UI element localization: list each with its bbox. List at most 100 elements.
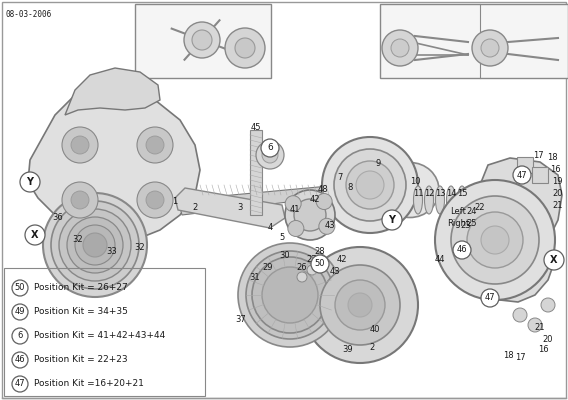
Text: 19: 19 (552, 178, 562, 186)
Ellipse shape (446, 186, 456, 214)
Ellipse shape (424, 186, 433, 214)
Text: Position Kit =16+20+21: Position Kit =16+20+21 (34, 380, 144, 388)
Circle shape (435, 180, 555, 300)
Text: 46: 46 (457, 246, 467, 254)
Circle shape (238, 243, 342, 347)
Circle shape (252, 257, 328, 333)
Text: 45: 45 (250, 122, 261, 132)
Circle shape (382, 30, 418, 66)
Circle shape (320, 265, 400, 345)
Circle shape (316, 194, 332, 210)
Text: 13: 13 (435, 188, 445, 198)
Circle shape (256, 141, 284, 169)
Text: 08-03-2006: 08-03-2006 (6, 10, 52, 19)
Circle shape (346, 161, 394, 209)
Text: 31: 31 (250, 274, 260, 282)
Text: 32: 32 (135, 244, 145, 252)
Circle shape (12, 280, 28, 296)
Text: 18: 18 (546, 152, 557, 162)
Bar (380, 4, 568, 78)
Circle shape (67, 217, 123, 273)
Circle shape (43, 193, 147, 297)
Circle shape (307, 265, 317, 275)
Circle shape (137, 127, 173, 163)
Circle shape (285, 196, 301, 212)
Text: 6: 6 (17, 332, 23, 340)
Circle shape (356, 171, 384, 199)
Circle shape (453, 241, 471, 259)
Text: 50: 50 (15, 284, 25, 292)
Circle shape (192, 30, 212, 50)
Text: 10: 10 (410, 178, 420, 186)
Circle shape (285, 190, 335, 240)
Polygon shape (175, 188, 285, 228)
Text: 43: 43 (325, 220, 335, 230)
Text: 30: 30 (279, 250, 290, 260)
Text: Right: Right (447, 220, 469, 228)
Text: Y: Y (27, 177, 34, 187)
Text: 3: 3 (237, 204, 243, 212)
Text: 5: 5 (279, 234, 285, 242)
Circle shape (311, 255, 329, 273)
Text: 12: 12 (424, 188, 435, 198)
Text: 24: 24 (467, 208, 477, 216)
Circle shape (62, 127, 98, 163)
Text: 6: 6 (267, 144, 273, 152)
Circle shape (12, 328, 28, 344)
Text: 42: 42 (337, 256, 347, 264)
Circle shape (391, 39, 409, 57)
Text: 29: 29 (263, 264, 273, 272)
Ellipse shape (414, 186, 423, 214)
Text: 8: 8 (347, 184, 353, 192)
Text: 36: 36 (53, 214, 64, 222)
Text: 21: 21 (534, 324, 545, 332)
Circle shape (71, 136, 89, 154)
Circle shape (302, 247, 418, 363)
Text: 20: 20 (553, 188, 563, 198)
Circle shape (541, 298, 555, 312)
Circle shape (20, 172, 40, 192)
Circle shape (544, 250, 564, 270)
Circle shape (12, 304, 28, 320)
Circle shape (481, 226, 509, 254)
Text: 7: 7 (337, 174, 343, 182)
Text: 17: 17 (515, 354, 525, 362)
Circle shape (382, 210, 402, 230)
Circle shape (528, 318, 542, 332)
Text: 25: 25 (467, 220, 477, 228)
Text: 23: 23 (461, 220, 471, 230)
Text: Position Kit = 22+23: Position Kit = 22+23 (34, 356, 128, 364)
Text: X: X (31, 230, 39, 240)
Circle shape (319, 218, 335, 234)
Text: Y: Y (389, 215, 395, 225)
Circle shape (12, 376, 28, 392)
Text: 47: 47 (485, 294, 495, 302)
Circle shape (315, 257, 325, 267)
Text: 33: 33 (107, 248, 118, 256)
Text: 26: 26 (296, 262, 307, 272)
Circle shape (481, 289, 499, 307)
Circle shape (184, 22, 220, 58)
Bar (532, 167, 548, 183)
Text: 11: 11 (413, 188, 423, 198)
Text: 50: 50 (315, 260, 325, 268)
Text: 2: 2 (193, 202, 198, 212)
Polygon shape (28, 85, 200, 240)
Circle shape (75, 225, 115, 265)
Circle shape (513, 308, 527, 322)
Text: Left: Left (450, 208, 466, 216)
Text: 40: 40 (370, 326, 380, 334)
Text: 27: 27 (307, 256, 318, 264)
Circle shape (137, 182, 173, 218)
Text: Position Kit = 41+42+43+44: Position Kit = 41+42+43+44 (34, 332, 165, 340)
Text: 15: 15 (457, 188, 467, 198)
Circle shape (334, 149, 406, 221)
Circle shape (12, 352, 28, 368)
Text: 16: 16 (538, 346, 548, 354)
Circle shape (235, 38, 255, 58)
Text: 2: 2 (369, 344, 375, 352)
Circle shape (146, 136, 164, 154)
Polygon shape (178, 185, 345, 215)
Text: 21: 21 (553, 200, 563, 210)
Circle shape (451, 196, 539, 284)
